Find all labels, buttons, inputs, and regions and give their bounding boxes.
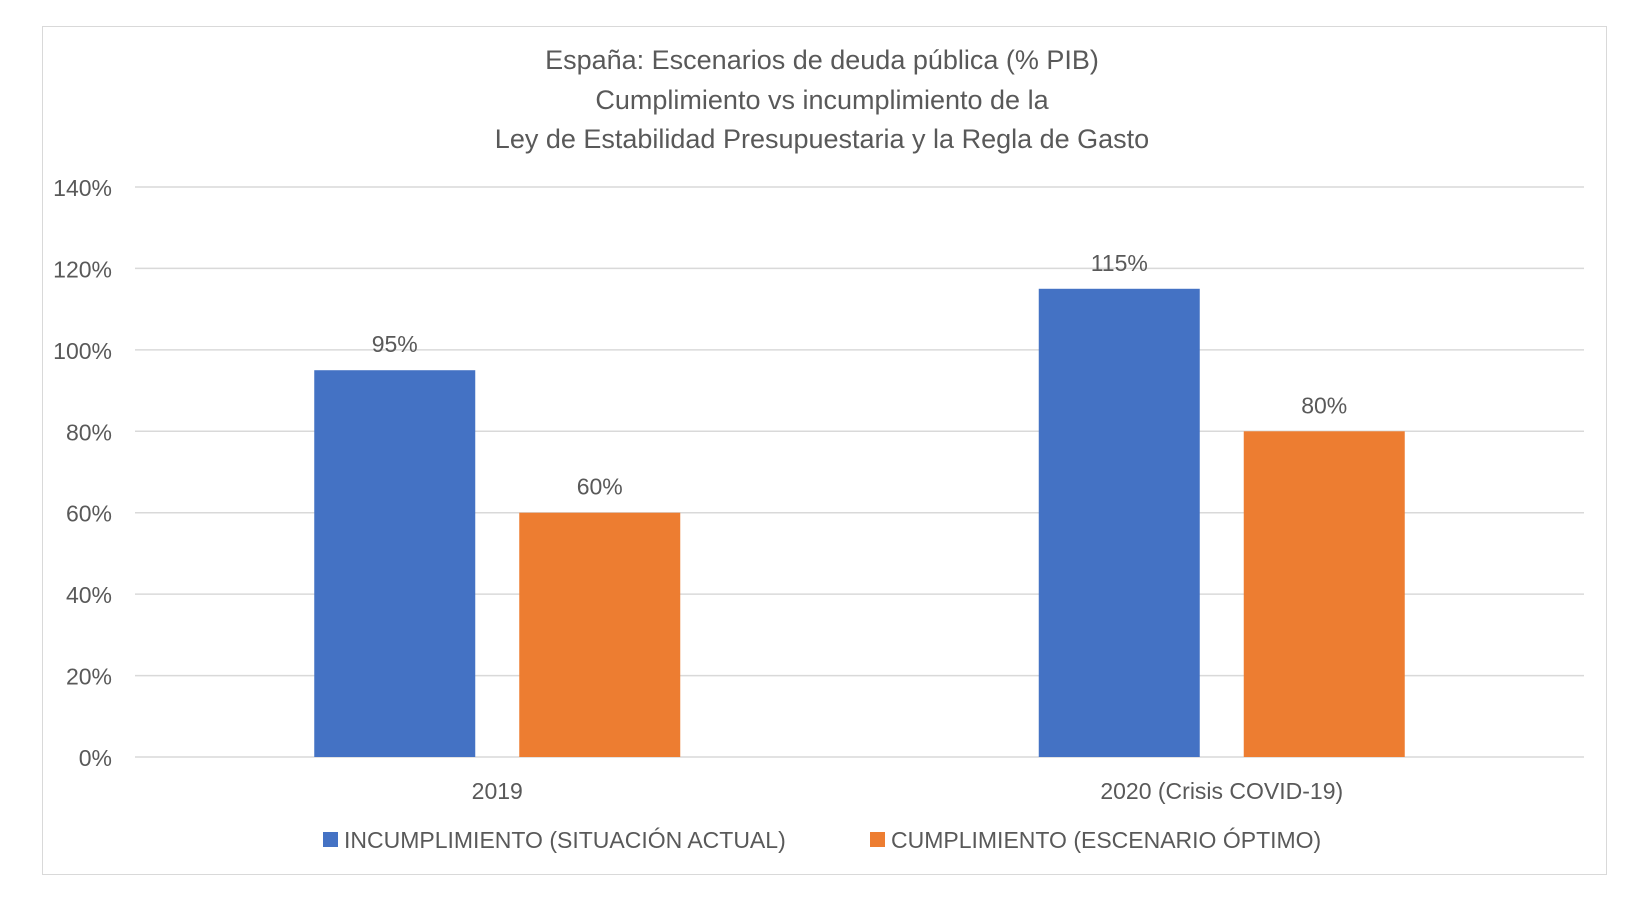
data-label: 60% (577, 474, 623, 500)
chart-title: España: Escenarios de deuda pública (% P… (495, 45, 1149, 154)
bar (519, 512, 681, 757)
legend-label: INCUMPLIMIENTO (SITUACIÓN ACTUAL) (344, 827, 786, 853)
title-line-3: Ley de Estabilidad Presupuestaria y la R… (495, 124, 1149, 154)
data-label: 95% (372, 331, 418, 357)
title-line-1: España: Escenarios de deuda pública (% P… (545, 45, 1099, 75)
y-tick-label: 40% (66, 582, 112, 608)
chart-frame (42, 26, 1607, 875)
y-tick-label: 20% (66, 664, 112, 690)
y-tick-label: 140% (53, 175, 112, 201)
data-label: 80% (1301, 392, 1347, 418)
x-tick-label: 2020 (Crisis COVID-19) (1100, 778, 1343, 804)
bar (1038, 288, 1200, 757)
y-tick-label: 80% (66, 419, 112, 445)
bar (1243, 431, 1405, 757)
legend-swatch (870, 832, 885, 847)
legend-swatch (323, 832, 338, 847)
y-tick-label: 100% (53, 338, 112, 364)
x-tick-label: 2019 (472, 778, 523, 804)
bar (314, 370, 476, 757)
y-tick-label: 0% (79, 745, 112, 771)
legend-label: CUMPLIMIENTO (ESCENARIO ÓPTIMO) (891, 827, 1321, 853)
y-tick-label: 60% (66, 501, 112, 527)
y-tick-label: 120% (53, 256, 112, 282)
data-label: 115% (1091, 250, 1148, 276)
title-line-2: Cumplimiento vs incumplimiento de la (595, 85, 1049, 115)
